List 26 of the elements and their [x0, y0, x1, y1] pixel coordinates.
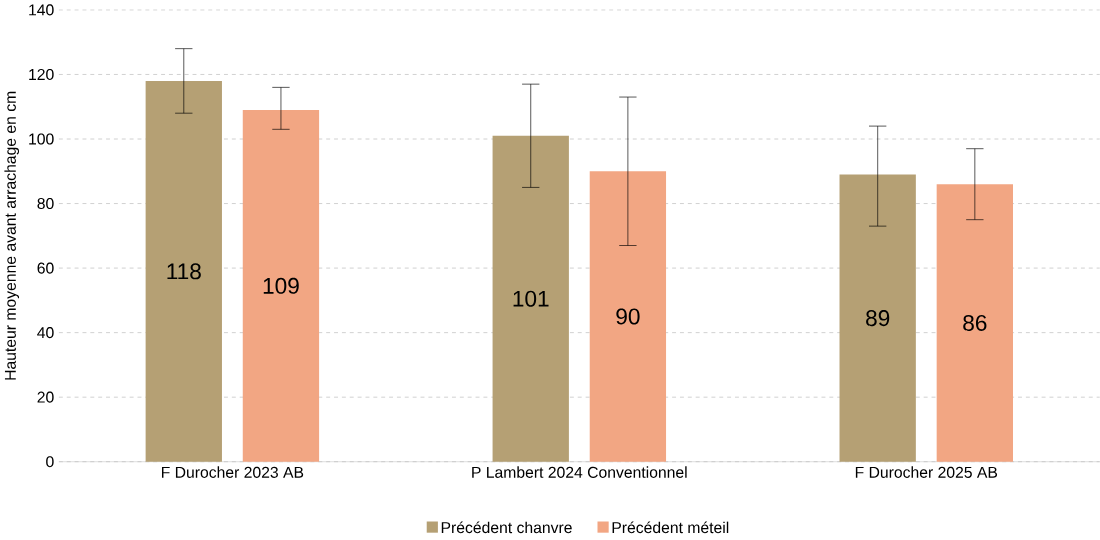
- legend-label: Précédent méteil: [612, 521, 729, 534]
- data-label: 90: [616, 308, 640, 325]
- data-label: 118: [167, 263, 201, 280]
- bar: [936, 184, 1013, 462]
- legend-label: Précédent chanvre: [441, 521, 572, 534]
- x-tick-label: F Durocher 2025 AB: [855, 466, 998, 478]
- bar: [589, 171, 667, 462]
- y-tick-label: 80: [37, 197, 54, 209]
- data-label: 101: [513, 290, 549, 307]
- data-label: 89: [866, 309, 890, 327]
- bar: [839, 174, 916, 462]
- y-tick-label: 60: [37, 262, 54, 274]
- y-tick-label: 120: [29, 68, 54, 80]
- x-tick-label: P Lambert 2024 Conventionnel: [472, 466, 687, 478]
- bar: [145, 80, 222, 462]
- y-axis-title: Hauteur moyenne avant arrachage en cm: [4, 91, 20, 380]
- bar: [242, 109, 320, 462]
- bar: [492, 135, 569, 462]
- x-tick-label: F Durocher 2023 AB: [161, 466, 304, 478]
- data-label: 109: [263, 277, 299, 294]
- y-tick-label: 0: [46, 456, 54, 468]
- y-tick-label: 140: [29, 4, 54, 16]
- y-tick-label: 40: [37, 326, 54, 339]
- y-tick-label: 20: [37, 391, 54, 403]
- y-tick-label: 100: [29, 133, 54, 145]
- data-label: 86: [963, 314, 987, 331]
